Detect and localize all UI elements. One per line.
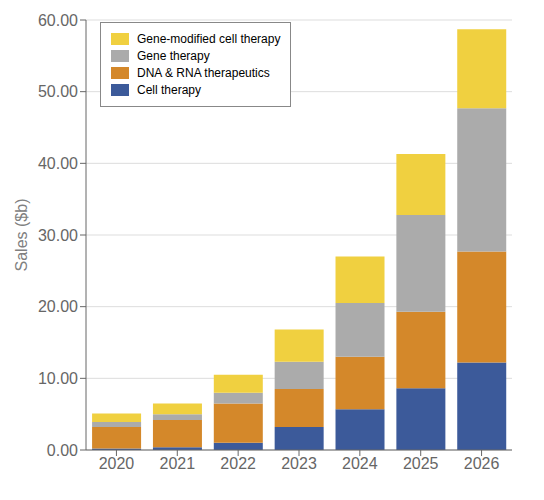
svg-text:40.00: 40.00 (38, 155, 78, 172)
svg-text:2023: 2023 (281, 455, 317, 472)
html-text:DNA & RNA therapeutics: DNA & RNA therapeutics (137, 66, 270, 80)
svg-text:2025: 2025 (403, 455, 439, 472)
svg-text:2021: 2021 (159, 455, 195, 472)
html-text:Cell therapy: Cell therapy (137, 83, 201, 97)
svg-text:2026: 2026 (464, 455, 500, 472)
html-text:Gene-modified cell therapy: Gene-modified cell therapy (137, 32, 281, 46)
svg-text:60.00: 60.00 (38, 12, 78, 29)
svg-text:20.00: 20.00 (38, 298, 78, 315)
html-text:Gene therapy: Gene therapy (137, 49, 210, 63)
svg-text:30.00: 30.00 (38, 227, 78, 244)
svg-text:0.00: 0.00 (47, 442, 78, 459)
svg-text:Sales ($b): Sales ($b) (13, 199, 30, 272)
svg-text:2022: 2022 (220, 455, 256, 472)
svg-text:2020: 2020 (99, 455, 135, 472)
svg-text:50.00: 50.00 (38, 83, 78, 100)
svg-text:2024: 2024 (342, 455, 378, 472)
svg-text:10.00: 10.00 (38, 370, 78, 387)
